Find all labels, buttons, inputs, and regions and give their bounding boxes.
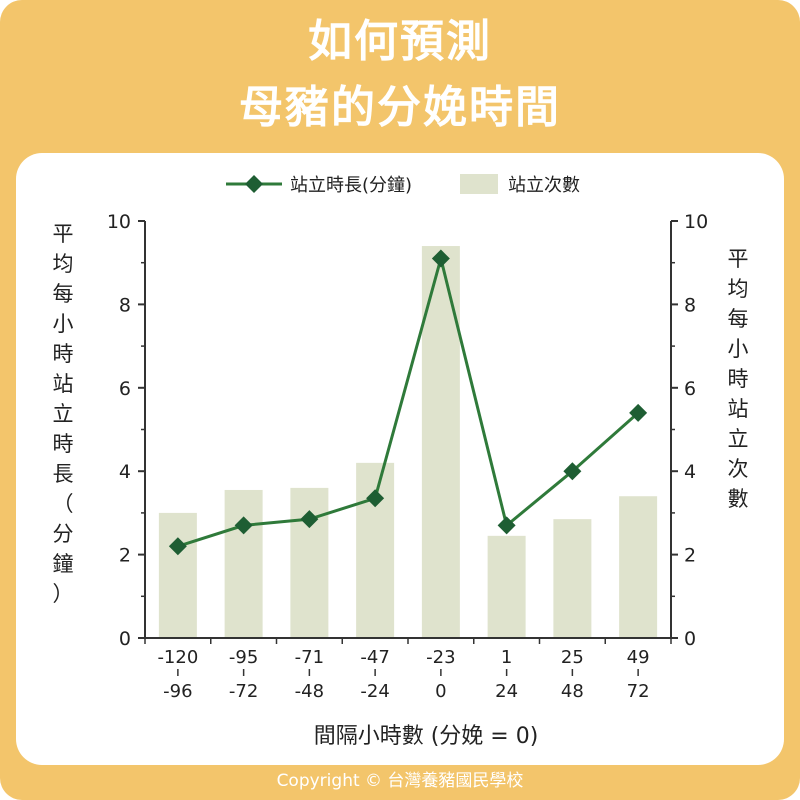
y-tick-label-left-4: 8 (119, 294, 131, 316)
y-axis-label-right-char-7: 次 (727, 457, 749, 481)
legend-bar-swatch (460, 174, 498, 194)
y-axis-label-right-char-0: 平 (727, 247, 749, 271)
y-axis-label-right: 平均每小時站立次數 (723, 244, 753, 514)
line-point-4 (431, 249, 450, 268)
y-axis-label-left-char-3: 小 (52, 312, 74, 336)
x-label-top-6: 25 (561, 647, 584, 668)
line-point-6 (563, 462, 582, 481)
y-tick-label-left-1: 2 (119, 545, 131, 567)
chart-svg: 0 02 24 46 68 810 10-120-96-95-72-71-48-47-24-… (107, 174, 708, 749)
y-tick-label-left-3: 6 (119, 378, 131, 400)
x-label-top-4: -23 (426, 647, 455, 668)
y-tick-label-left-0: 0 (119, 628, 131, 650)
y-tick-label-right-2: 4 (684, 461, 696, 483)
y-axis-label-right-char-2: 每 (727, 307, 749, 331)
x-label-top-2: -71 (295, 647, 324, 668)
y-axis-label-right-char-3: 小 (727, 337, 749, 361)
legend-line-label: 站立時長(分鐘) (290, 175, 412, 196)
y-axis-label-left-char-2: 每 (52, 282, 74, 306)
line-point-1 (234, 516, 253, 535)
line-point-7 (629, 403, 648, 422)
bar-5 (487, 535, 526, 638)
y-axis-label-left-char-8: 長 (52, 462, 74, 486)
title-line-2: 母豬的分娩時間 (239, 82, 561, 133)
bar-1 (224, 489, 263, 638)
x-label-bottom-2: -48 (295, 681, 324, 702)
legend-bar-label: 站立次數 (508, 175, 580, 196)
x-label-top-1: -95 (229, 647, 258, 668)
y-axis-label-left-char-12: ） (52, 582, 74, 606)
y-axis-label-left-char-1: 均 (52, 252, 74, 276)
x-label-bottom-0: -96 (163, 681, 192, 702)
x-label-bottom-6: 48 (561, 681, 584, 702)
bar-3 (356, 462, 395, 638)
y-tick-label-right-3: 6 (684, 378, 696, 400)
y-axis-label-left-char-7: 時 (52, 432, 74, 456)
y-axis-label-left-char-5: 站 (52, 372, 74, 396)
line-point-5 (497, 516, 516, 535)
y-axis-label-left-char-4: 時 (52, 342, 74, 366)
y-tick-label-right-0: 0 (684, 628, 696, 650)
y-axis-label-right-char-4: 時 (727, 367, 749, 391)
y-axis-label-right-char-1: 均 (727, 277, 749, 301)
y-tick-label-left-2: 4 (119, 461, 131, 483)
x-axis-title: 間隔小時數 (分娩 = 0) (314, 724, 539, 749)
line-point-2 (300, 510, 319, 529)
bar-7 (619, 496, 658, 638)
line-series-path (177, 252, 640, 548)
bar-0 (158, 512, 197, 638)
y-tick-label-right-4: 8 (684, 294, 696, 316)
y-axis-label-left: 平均每小時站立時長（分鐘） (48, 219, 78, 609)
x-label-top-7: 49 (627, 647, 650, 668)
y-tick-label-left-5: 10 (107, 211, 131, 233)
x-label-top-5: 1 (501, 647, 512, 668)
x-label-bottom-1: -72 (229, 681, 258, 702)
line-point-0 (168, 537, 187, 556)
y-axis-label-left-char-10: 分 (52, 522, 74, 546)
x-label-bottom-5: 24 (495, 681, 518, 702)
y-axis-label-right-char-8: 數 (727, 487, 749, 511)
y-tick-label-right-1: 2 (684, 545, 696, 567)
x-label-bottom-3: -24 (360, 681, 389, 702)
bar-6 (553, 519, 592, 638)
y-axis-label-left-char-11: 鐘 (52, 552, 74, 576)
y-tick-label-right-5: 10 (684, 211, 708, 233)
y-axis-label-right-char-5: 站 (727, 397, 749, 421)
copyright-text: Copyright © 台灣養豬國民學校 (276, 771, 524, 791)
x-label-bottom-4: 0 (435, 681, 446, 702)
title-line-1: 如何預測 (308, 16, 492, 67)
legend-line-marker (245, 175, 263, 193)
y-axis-label-left-char-0: 平 (52, 222, 74, 246)
y-axis-label-right-char-6: 立 (727, 427, 749, 451)
x-label-bottom-7: 72 (627, 681, 650, 702)
y-axis-label-left-char-6: 立 (52, 402, 74, 426)
line-point-3 (366, 489, 385, 508)
x-label-top-3: -47 (360, 647, 389, 668)
y-axis-label-left-char-9: （ (52, 492, 74, 516)
chart-panel: 0 0 2 2 4 4 6 6 8 8 10 10 -120 -96 -95 -72 -71 -48 -47 -24-… (16, 153, 784, 765)
x-label-top-0: -120 (157, 647, 198, 668)
